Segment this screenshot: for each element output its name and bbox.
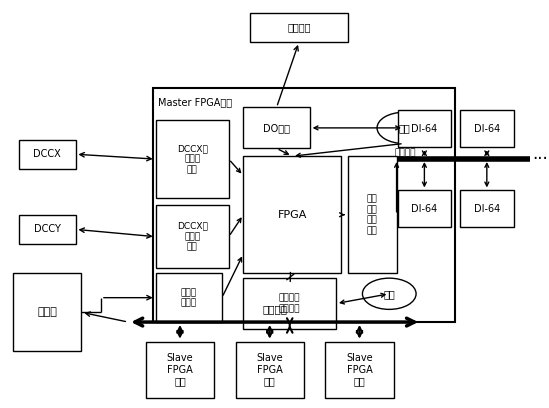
Bar (326, 341, 394, 398)
Bar (243, 107, 310, 149)
Bar (146, 341, 214, 398)
Bar (153, 88, 455, 322)
Text: Master FPGA板卡: Master FPGA板卡 (158, 98, 232, 108)
Bar (243, 278, 336, 329)
Bar (155, 273, 222, 322)
Text: DCCY: DCCY (34, 224, 61, 234)
Text: 串口隔
离模块: 串口隔 离模块 (181, 288, 197, 307)
Text: ···: ··· (532, 150, 548, 168)
Text: DCCX: DCCX (33, 149, 61, 159)
Bar (397, 191, 451, 227)
Text: 工作站: 工作站 (37, 307, 57, 317)
Bar (155, 120, 229, 198)
Ellipse shape (377, 112, 431, 144)
Text: 机架总线
隔离模块: 机架总线 隔离模块 (279, 294, 300, 313)
Text: DI-64: DI-64 (474, 124, 500, 134)
Text: 缓存: 缓存 (398, 123, 410, 133)
Ellipse shape (362, 278, 416, 309)
Text: DCCX通
讯隔离
模块: DCCX通 讯隔离 模块 (177, 222, 208, 252)
Text: DCCX通
讯隔离
模块: DCCX通 讯隔离 模块 (177, 144, 208, 174)
Bar (460, 191, 514, 227)
Bar (236, 341, 304, 398)
Text: DI-64: DI-64 (411, 124, 438, 134)
Text: DO模块: DO模块 (263, 123, 290, 133)
Bar (243, 156, 341, 273)
Text: 机架总线: 机架总线 (262, 304, 287, 314)
Bar (397, 110, 451, 147)
Bar (19, 215, 76, 244)
Bar (348, 156, 396, 273)
Text: 报警接收: 报警接收 (287, 22, 311, 32)
Text: DI-64: DI-64 (411, 204, 438, 214)
Text: FPGA: FPGA (277, 210, 307, 220)
Text: 背板
总线
隔离
模块: 背板 总线 隔离 模块 (367, 195, 378, 235)
Bar (13, 273, 81, 351)
Text: 存储: 存储 (383, 289, 395, 299)
Bar (19, 140, 76, 169)
Text: 背板总线: 背板总线 (395, 148, 416, 157)
Text: Slave
FPGA
板卡: Slave FPGA 板卡 (256, 353, 283, 386)
Bar (155, 205, 229, 268)
Bar (250, 13, 348, 42)
Bar (460, 110, 514, 147)
Text: DI-64: DI-64 (474, 204, 500, 214)
Text: Slave
FPGA
板卡: Slave FPGA 板卡 (346, 353, 373, 386)
Text: Slave
FPGA
板卡: Slave FPGA 板卡 (167, 353, 193, 386)
